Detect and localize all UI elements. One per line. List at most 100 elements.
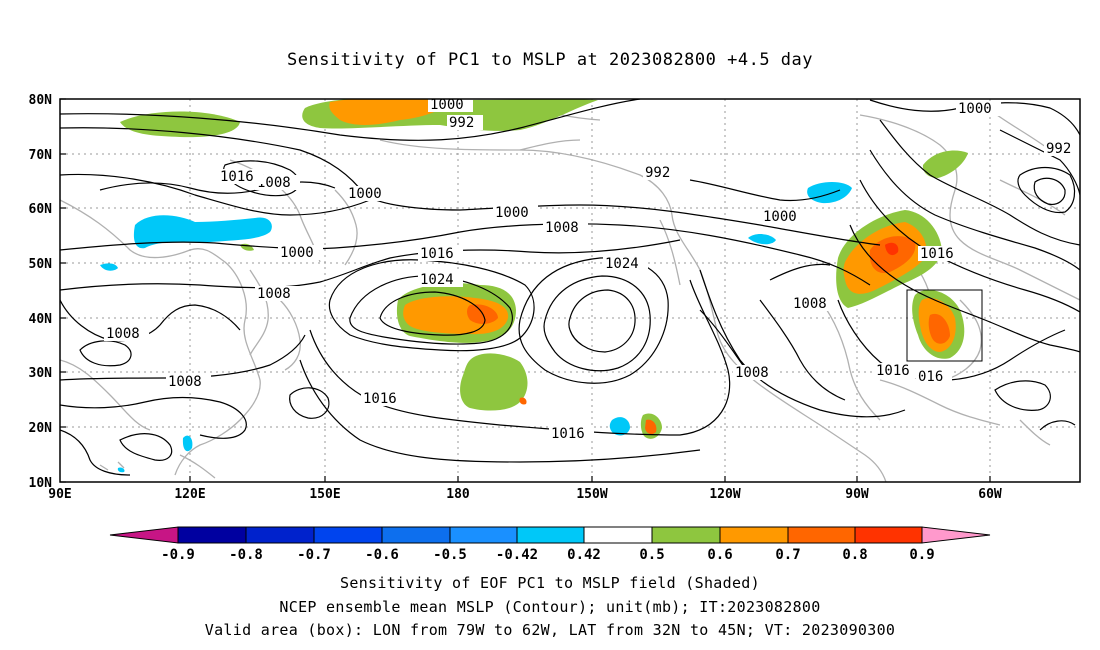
contour-label: 1000 xyxy=(761,209,806,225)
colorbar-segment xyxy=(449,526,518,544)
lat-label-60n: 60N xyxy=(29,202,53,217)
contour-label-016: 016 xyxy=(918,369,943,385)
colorbar-right-arrow xyxy=(921,526,991,544)
latitude-labels: 80N 70N 60N 50N 40N 30N 20N 10N xyxy=(29,93,53,491)
contour-label-1016: 1016 xyxy=(920,246,954,262)
colorbar-label: -0.6 xyxy=(365,547,399,563)
contour-label: 1008 xyxy=(543,220,588,236)
contour-label-1000: 1000 xyxy=(430,97,464,113)
map-plot-area: 1000 992 992 1000 1008 1016 1008 1000 10… xyxy=(60,97,1080,482)
lon-label-90w: 90W xyxy=(845,487,869,502)
valid-area-box xyxy=(906,289,983,362)
colorbar-label: -0.7 xyxy=(297,547,331,563)
lat-label-50n: 50N xyxy=(29,257,53,272)
contour-label-1016: 1016 xyxy=(551,426,585,442)
contour-label: 1000 xyxy=(493,205,538,221)
contour-label: 992 xyxy=(1044,141,1080,157)
contour-label-1000: 1000 xyxy=(763,209,797,225)
contour-label-1008: 1008 xyxy=(735,365,769,381)
colorbar-label: -0.42 xyxy=(496,547,538,563)
contour-label-1016: 1016 xyxy=(420,246,454,262)
colorbar-label: 0.9 xyxy=(909,547,934,563)
contour-label: 1000 xyxy=(428,97,473,113)
axis-ticks xyxy=(60,98,991,483)
contour-label-1008: 1008 xyxy=(106,326,140,342)
contour-label-1024: 1024 xyxy=(605,256,639,272)
longitude-labels: 90E 120E 150E 180 150W 120W 90W 60W xyxy=(48,487,1002,502)
contour-label-1000: 1000 xyxy=(280,245,314,261)
colorbar-label: 0.42 xyxy=(567,547,601,563)
contour-label: 1000 xyxy=(346,186,391,202)
contour-label: 1016 xyxy=(418,246,463,262)
colorbar-label: 0.7 xyxy=(775,547,800,563)
colorbar-label: 0.6 xyxy=(707,547,732,563)
mslp-contours xyxy=(60,99,1080,476)
contour-label-1000: 1000 xyxy=(348,186,382,202)
lon-label-150e: 150E xyxy=(309,487,340,502)
contour-label-992: 992 xyxy=(449,115,474,131)
plot-frame xyxy=(59,98,1081,483)
contour-label-1016: 1016 xyxy=(363,391,397,407)
colorbar-segment xyxy=(854,526,923,544)
contour-label-1024: 1024 xyxy=(420,272,454,288)
colorbar-segment xyxy=(245,526,315,544)
contour-label: 1016 xyxy=(918,246,963,262)
footer-line-valid-area: Valid area (box): LON from 79W to 62W, L… xyxy=(204,621,896,639)
contour-label: 1008 xyxy=(104,326,149,342)
shaded-sensitivity xyxy=(100,99,968,473)
lon-label-180: 180 xyxy=(446,487,470,502)
contour-label: 992 xyxy=(643,165,679,181)
contour-label-992: 992 xyxy=(645,165,670,181)
contour-label: 1016 xyxy=(874,363,919,379)
lon-label-150w: 150W xyxy=(576,487,607,502)
colorbar-segment xyxy=(719,526,789,544)
lat-label-10n: 10N xyxy=(29,476,53,491)
contour-label: 1008 xyxy=(166,374,211,390)
colorbar-label: 0.5 xyxy=(639,547,664,563)
colorbar-segment xyxy=(787,526,856,544)
colorbar-segment xyxy=(381,526,451,544)
contour-label: 1008 xyxy=(791,296,836,312)
lat-label-70n: 70N xyxy=(29,148,53,163)
colorbar-segment xyxy=(651,526,721,544)
contour-label: 1024 xyxy=(603,256,648,272)
colorbar-left-arrow xyxy=(109,526,179,544)
contour-label: 1000 xyxy=(278,245,323,261)
colorbar-label: -0.8 xyxy=(229,547,263,563)
contour-label-1008: 1008 xyxy=(257,175,291,191)
contour-label: 016 xyxy=(916,369,952,385)
contour-label: 1016 xyxy=(218,169,263,185)
colorbar xyxy=(109,526,991,544)
lon-label-120e: 120E xyxy=(174,487,205,502)
colorbar-segment xyxy=(583,526,653,544)
colorbar-label: -0.9 xyxy=(161,547,195,563)
lat-label-80n: 80N xyxy=(29,93,53,108)
contour-label-1008: 1008 xyxy=(257,286,291,302)
lat-label-40n: 40N xyxy=(29,312,53,327)
contour-label: 1024 xyxy=(418,272,463,288)
contour-labels: 1000 992 992 1000 1008 1016 1008 1000 10… xyxy=(104,97,1080,442)
lon-label-120w: 120W xyxy=(709,487,740,502)
contour-label-1016: 1016 xyxy=(220,169,254,185)
lon-label-60w: 60W xyxy=(978,487,1002,502)
colorbar-labels: -0.9 -0.8 -0.7 -0.6 -0.5 -0.42 0.42 0.5 … xyxy=(161,547,935,563)
footer-line-shading: Sensitivity of EOF PC1 to MSLP field (Sh… xyxy=(340,574,760,592)
contour-label: 992 xyxy=(447,115,483,131)
contour-label: 1016 xyxy=(549,426,594,442)
colorbar-label: -0.5 xyxy=(433,547,467,563)
contour-label-1008: 1008 xyxy=(793,296,827,312)
colorbar-segment xyxy=(177,526,247,544)
contour-label-1016: 1016 xyxy=(876,363,910,379)
contour-label-1000: 1000 xyxy=(958,101,992,117)
contour-label-1000: 1000 xyxy=(495,205,529,221)
chart-title: Sensitivity of PC1 to MSLP at 2023082800… xyxy=(286,50,813,70)
lon-label-90e: 90E xyxy=(48,487,71,502)
contour-label-1008: 1008 xyxy=(545,220,579,236)
lat-label-20n: 20N xyxy=(29,421,53,436)
colorbar-segment xyxy=(313,526,383,544)
colorbar-segment xyxy=(516,526,585,544)
contour-label-992: 992 xyxy=(1046,141,1071,157)
footer-line-contour: NCEP ensemble mean MSLP (Contour); unit(… xyxy=(279,598,821,616)
contour-label: 1008 xyxy=(733,365,778,381)
